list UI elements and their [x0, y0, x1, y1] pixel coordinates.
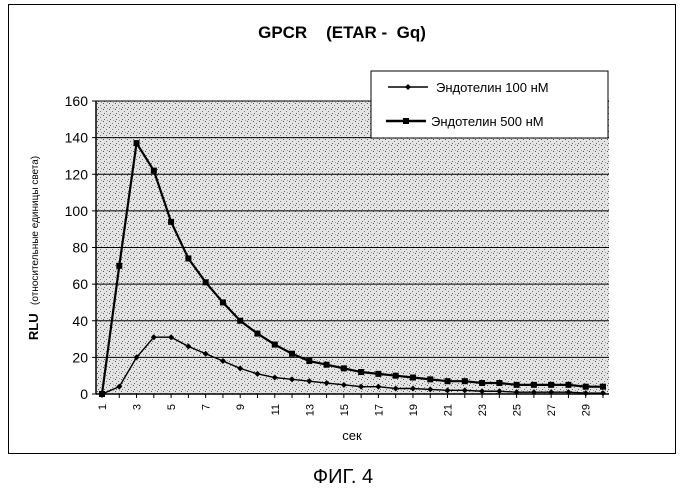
data-point-square [134, 140, 140, 146]
legend-label-100nm: Эндотелин 100 нМ [436, 80, 549, 95]
y-tick-label: 20 [72, 349, 88, 365]
data-point-square [289, 351, 295, 357]
data-point-square [306, 358, 312, 364]
data-point-square [565, 382, 571, 388]
data-point-square [168, 219, 174, 225]
data-point-square [254, 331, 260, 337]
data-point-square [548, 382, 554, 388]
data-point-square [462, 378, 468, 384]
y-axis-label-sub: (относительные единицы света) [30, 156, 41, 305]
data-point-square [514, 382, 520, 388]
data-point-square [203, 279, 209, 285]
x-tick-label: 23 [477, 404, 489, 416]
y-tick-label: 60 [72, 276, 88, 292]
chart: 0204060801001201401601357911131517192123… [0, 0, 686, 460]
data-point-square [531, 382, 537, 388]
data-point-square [324, 362, 330, 368]
legend-label-500nm: Эндотелин 500 нМ [431, 114, 544, 129]
x-tick-label: 25 [512, 404, 524, 416]
x-tick-label: 27 [546, 404, 558, 416]
legend-marker-square [403, 118, 409, 124]
data-point-square [116, 263, 122, 269]
data-point-square [496, 380, 502, 386]
y-axis-label: RLU (относительные единицы света) [25, 156, 42, 340]
x-axis-label: сек [342, 428, 362, 443]
x-tick-label: 1 [97, 404, 109, 410]
y-tick-label: 140 [65, 130, 89, 146]
figure-caption: ФИГ. 4 [0, 466, 686, 489]
x-tick-label: 15 [339, 404, 351, 416]
x-tick-label: 7 [201, 404, 213, 410]
data-point-square [583, 384, 589, 390]
y-tick-label: 160 [65, 93, 89, 109]
x-tick-label: 29 [581, 404, 593, 416]
x-tick-label: 5 [166, 404, 178, 410]
data-point-square [151, 168, 157, 174]
data-point-square [445, 378, 451, 384]
data-point-square [237, 318, 243, 324]
data-point-square [393, 373, 399, 379]
data-point-square [410, 375, 416, 381]
data-point-square [185, 255, 191, 261]
x-tick-label: 13 [304, 404, 316, 416]
data-point-square [341, 365, 347, 371]
y-tick-label: 40 [72, 313, 88, 329]
data-point-square [272, 342, 278, 348]
data-point-square [427, 376, 433, 382]
data-point-square [99, 391, 105, 397]
y-tick-label: 120 [65, 166, 89, 182]
data-point-square [600, 384, 606, 390]
x-tick-label: 9 [235, 404, 247, 410]
data-point-square [220, 299, 226, 305]
chart-title: GPCR (ETAR - Gq) [258, 23, 426, 42]
legend: Эндотелин 100 нМ Эндотелин 500 нМ [371, 71, 608, 138]
data-point-square [479, 380, 485, 386]
x-tick-label: 3 [132, 404, 144, 410]
x-tick-label: 19 [408, 404, 420, 416]
y-axis-label-main: RLU [26, 313, 41, 340]
y-tick-label: 100 [65, 203, 89, 219]
x-tick-label: 17 [373, 404, 385, 416]
data-point-square [375, 371, 381, 377]
data-point-square [358, 369, 364, 375]
x-tick-label: 11 [270, 404, 282, 415]
x-tick-label: 21 [443, 404, 455, 416]
y-tick-label: 80 [72, 240, 88, 256]
y-tick-label: 0 [80, 386, 88, 402]
